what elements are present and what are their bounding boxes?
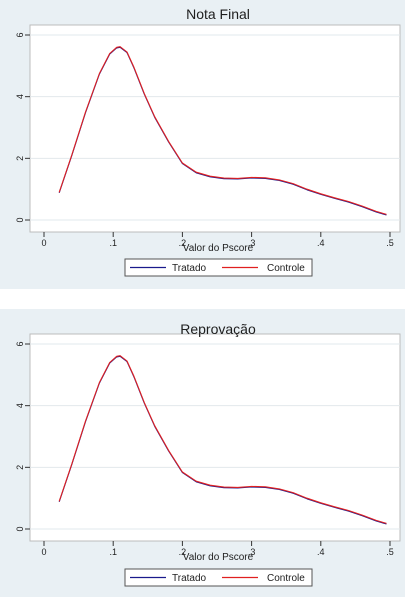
plot-area xyxy=(29,24,401,233)
series-line-controle xyxy=(58,46,387,215)
x-tick-label: .2 xyxy=(179,547,187,557)
y-tick-label: 6 xyxy=(15,341,25,346)
legend-label-tratado: Tratado xyxy=(172,573,207,584)
x-tick-label: .3 xyxy=(248,547,256,557)
legend-label-controle: Controle xyxy=(267,573,305,584)
chart-svg-reprovacao: Reprovação 0 2 4 6 0 .1 .2 .3 .4 .5 Valor do Pscore… xyxy=(15,321,401,587)
x-tick-label: .2 xyxy=(179,238,187,248)
legend-label-controle: Controle xyxy=(267,263,305,274)
chart-title: Nota Final xyxy=(186,6,250,22)
chart-title: Reprovação xyxy=(180,321,256,337)
x-axis-label: Valor do Pscore xyxy=(183,243,254,254)
y-tick-label: 2 xyxy=(15,156,25,161)
legend-box xyxy=(124,258,313,277)
y-tick-label: 4 xyxy=(15,403,25,408)
x-tick-label: 0 xyxy=(41,547,46,557)
y-tick-label: 4 xyxy=(15,94,25,99)
x-tick-label: .1 xyxy=(109,238,117,248)
x-tick-label: .3 xyxy=(248,238,256,248)
x-tick-label: .5 xyxy=(386,547,394,557)
x-tick-label: .4 xyxy=(317,547,325,557)
y-tick-label: 0 xyxy=(15,526,25,531)
x-tick-label: .4 xyxy=(317,238,325,248)
chart-panel-nota-final: Nota Final 0 2 4 6 0 .1 .2 .3 .4 .5 Valor do Pscore… xyxy=(0,0,405,289)
y-tick-label: 6 xyxy=(15,32,25,37)
series-line-controle xyxy=(58,355,387,524)
legend-box xyxy=(124,568,313,587)
legend-label-tratado: Tratado xyxy=(172,263,207,274)
x-tick-label: 0 xyxy=(41,238,46,248)
y-tick-label: 0 xyxy=(15,217,25,222)
chart-svg-nota-final: Nota Final 0 2 4 6 0 .1 .2 .3 .4 .5 Valor do Pscore… xyxy=(15,6,401,277)
plot-area xyxy=(29,333,401,542)
x-tick-label: .1 xyxy=(109,547,117,557)
y-tick-label: 2 xyxy=(15,465,25,470)
chart-panel-reprovacao: Reprovação 0 2 4 6 0 .1 .2 .3 .4 .5 Valor do Pscore… xyxy=(0,309,405,597)
x-axis-label: Valor do Pscore xyxy=(183,552,254,563)
x-tick-label: .5 xyxy=(386,238,394,248)
